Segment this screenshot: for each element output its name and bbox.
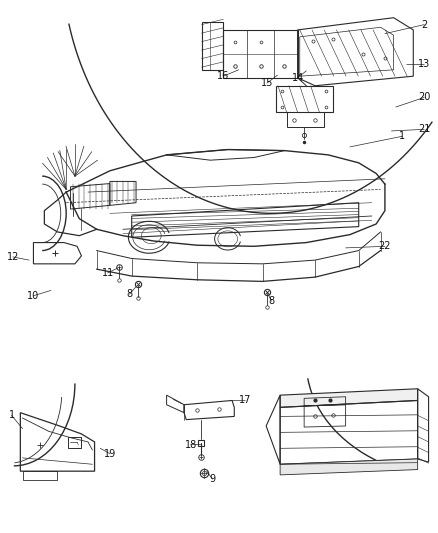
Text: 15: 15	[261, 78, 273, 88]
Text: 13: 13	[418, 60, 430, 69]
Text: 10: 10	[27, 290, 39, 301]
Text: 9: 9	[209, 474, 215, 484]
Text: 19: 19	[104, 449, 116, 458]
Polygon shape	[280, 459, 418, 475]
Text: 11: 11	[102, 268, 114, 278]
Text: 2: 2	[421, 20, 427, 30]
Text: 18: 18	[184, 440, 197, 450]
Text: 14: 14	[291, 73, 304, 83]
Polygon shape	[280, 389, 418, 407]
Text: 20: 20	[418, 92, 431, 102]
Text: 17: 17	[239, 395, 251, 406]
Text: 16: 16	[217, 71, 230, 81]
Bar	[68, 437, 81, 448]
Text: 1: 1	[9, 410, 14, 421]
Text: 8: 8	[127, 289, 133, 299]
Text: 12: 12	[7, 252, 19, 262]
Text: 1: 1	[399, 131, 406, 141]
Text: 21: 21	[418, 124, 431, 134]
Text: 22: 22	[379, 241, 391, 251]
Text: 8: 8	[268, 296, 275, 306]
